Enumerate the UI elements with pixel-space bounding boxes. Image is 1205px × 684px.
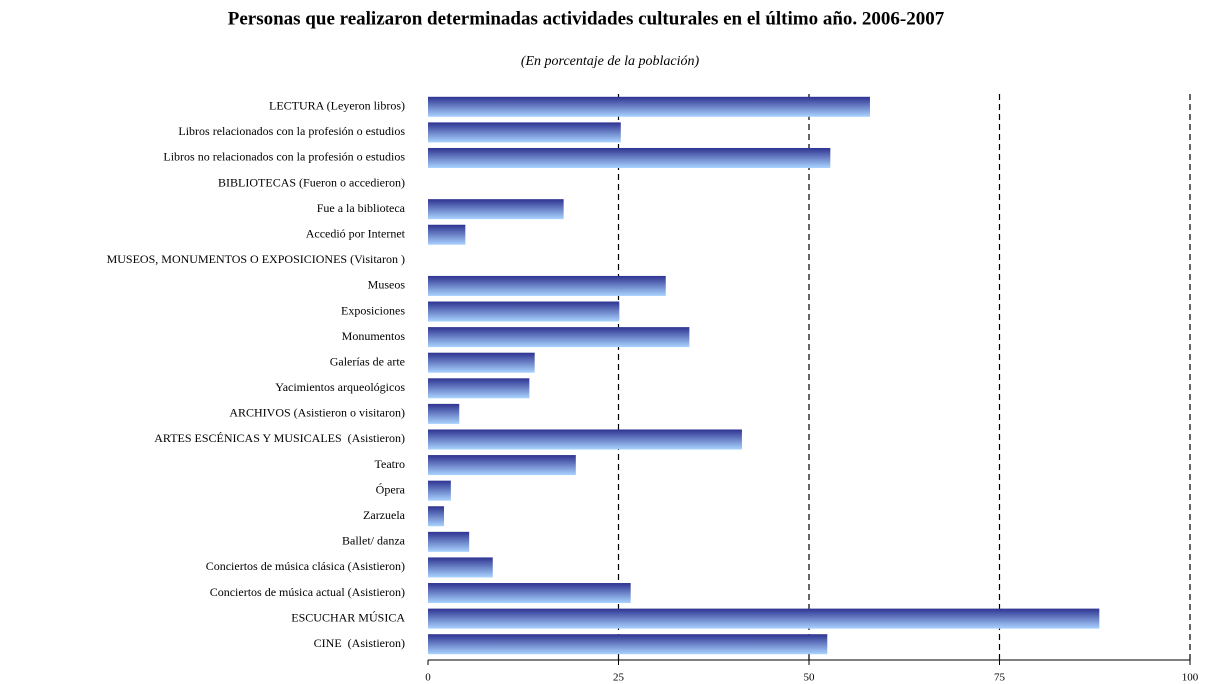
x-tick-label: 25: [613, 672, 625, 684]
bar: [428, 301, 620, 322]
y-tick-label: Conciertos de música clásica (Asistieron…: [206, 559, 405, 573]
bar: [428, 352, 535, 373]
y-tick-label: ARTES ESCÉNICAS Y MUSICALES (Asistieron): [154, 431, 405, 445]
bar: [428, 480, 451, 501]
bar: [428, 531, 470, 552]
y-tick-label: Fue a la biblioteca: [317, 201, 406, 215]
y-tick-label: Zarzuela: [363, 508, 406, 522]
bar: [428, 608, 1100, 629]
y-tick-label: Galerías de arte: [330, 354, 405, 368]
y-tick-label: LECTURA (Leyeron libros): [269, 99, 405, 113]
y-tick-label: Museos: [368, 278, 406, 292]
chart-subtitle: (En porcentaje de la población): [521, 54, 700, 69]
x-tick-label: 100: [1182, 672, 1199, 684]
y-tick-label: Ballet/ danza: [342, 534, 406, 548]
bar: [428, 557, 493, 578]
y-tick-label: Libros relacionados con la profesión o e…: [178, 124, 405, 138]
y-tick-label: Ópera: [376, 482, 406, 496]
bar: [428, 147, 831, 168]
y-tick-label: Accedió por Internet: [306, 227, 406, 241]
y-tick-label: Yacimientos arqueológicos: [275, 380, 405, 394]
bar: [428, 378, 530, 399]
y-tick-label: MUSEOS, MONUMENTOS O EXPOSICIONES (Visit…: [107, 252, 405, 266]
bar: [428, 327, 690, 348]
bar: [428, 634, 828, 655]
bar: [428, 455, 576, 476]
bar: [428, 403, 460, 424]
y-tick-label: Conciertos de música actual (Asistieron): [210, 585, 405, 599]
chart-title: Personas que realizaron determinadas act…: [228, 8, 945, 29]
bar: [428, 199, 564, 220]
bar: [428, 275, 666, 296]
bar: [428, 506, 445, 527]
bar: [428, 583, 631, 604]
y-tick-label: ESCUCHAR MÚSICA: [291, 610, 405, 624]
x-tick-label: 75: [994, 672, 1006, 684]
bar: [428, 96, 870, 117]
bar: [428, 429, 742, 450]
y-tick-label: Libros no relacionados con la profesión …: [163, 150, 405, 164]
bar: [428, 122, 621, 143]
bar: [428, 224, 466, 245]
y-tick-label: Monumentos: [342, 329, 406, 343]
x-tick-label: 50: [804, 672, 816, 684]
y-tick-label: CINE (Asistieron): [314, 636, 405, 650]
y-tick-label: Exposiciones: [341, 303, 405, 317]
y-tick-label: Teatro: [375, 457, 405, 471]
y-tick-label: ARCHIVOS (Asistieron o visitaron): [229, 406, 405, 420]
y-tick-label: BIBLIOTECAS (Fueron o accedieron): [218, 175, 405, 189]
x-tick-label: 0: [425, 672, 431, 684]
